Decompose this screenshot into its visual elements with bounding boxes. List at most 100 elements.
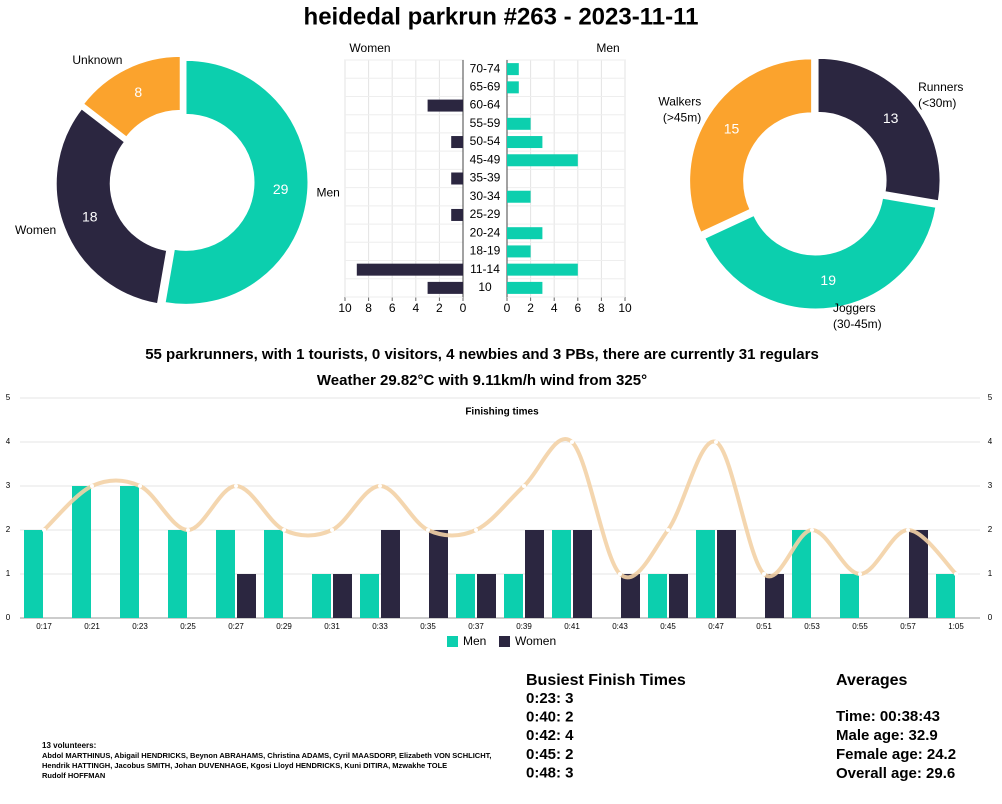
y2-tick-label: 5 bbox=[988, 393, 993, 402]
line-point bbox=[810, 528, 814, 532]
x-tick-label: 2 bbox=[436, 301, 443, 315]
x-tick-label: 0:23 bbox=[132, 622, 148, 631]
line-point bbox=[330, 528, 334, 532]
bar bbox=[936, 574, 955, 618]
age-label: 10 bbox=[478, 280, 492, 294]
x-tick-label: 4 bbox=[412, 301, 419, 315]
bar bbox=[507, 63, 519, 76]
x-tick-label: 0:27 bbox=[228, 622, 244, 631]
page-title: heidedal parkrun #263 - 2023-11-11 bbox=[304, 3, 699, 30]
series-label: Women bbox=[349, 41, 390, 55]
averages-item: Female age: 24.2 bbox=[836, 746, 956, 763]
slice-label: Unknown bbox=[72, 53, 122, 67]
age-label: 25-29 bbox=[470, 207, 501, 221]
averages-item: Male age: 32.9 bbox=[836, 727, 938, 744]
y-tick-label: 5 bbox=[6, 393, 11, 402]
line-point bbox=[618, 572, 622, 576]
age-label: 70-74 bbox=[470, 61, 501, 75]
donut-slice bbox=[82, 55, 181, 138]
bar bbox=[456, 574, 475, 618]
y2-tick-label: 3 bbox=[988, 481, 993, 490]
line-point bbox=[954, 572, 958, 576]
bar bbox=[507, 136, 543, 149]
donut-slice bbox=[55, 108, 168, 305]
bar bbox=[504, 574, 523, 618]
bar bbox=[333, 574, 352, 618]
bar bbox=[765, 574, 784, 618]
age-label: 60-64 bbox=[470, 98, 501, 112]
bar bbox=[507, 190, 531, 203]
bar bbox=[507, 81, 519, 94]
line-point bbox=[714, 440, 718, 444]
bar bbox=[312, 574, 331, 618]
line-point bbox=[906, 528, 910, 532]
slice-value: 29 bbox=[273, 181, 289, 197]
x-tick-label: 0:47 bbox=[708, 622, 724, 631]
x-tick-label: 0:41 bbox=[564, 622, 580, 631]
age-label: 35-39 bbox=[470, 171, 501, 185]
line-point bbox=[522, 484, 526, 488]
bar bbox=[451, 172, 463, 185]
bar bbox=[696, 530, 715, 618]
bar bbox=[264, 530, 283, 618]
bar bbox=[840, 574, 859, 618]
donut-slice bbox=[164, 59, 309, 305]
summary-line: Weather 29.82°C with 9.11km/h wind from … bbox=[317, 372, 647, 389]
x-tick-label: 0:57 bbox=[900, 622, 916, 631]
x-tick-label: 6 bbox=[574, 301, 581, 315]
bar bbox=[507, 263, 578, 276]
slice-value: 13 bbox=[883, 110, 899, 126]
slice-label: Men bbox=[317, 186, 340, 200]
volunteers-title: 13 volunteers: bbox=[42, 741, 96, 750]
line-point bbox=[42, 528, 46, 532]
slice-label: Runners bbox=[918, 80, 963, 94]
y2-tick-label: 1 bbox=[988, 569, 993, 578]
busiest-item: 0:45: 2 bbox=[526, 746, 574, 763]
bar bbox=[669, 574, 688, 618]
x-tick-label: 0:29 bbox=[276, 622, 292, 631]
total-line bbox=[42, 437, 958, 580]
slice-label: Joggers bbox=[833, 301, 876, 315]
age-label: 65-69 bbox=[470, 80, 501, 94]
y2-tick-label: 2 bbox=[988, 525, 993, 534]
age-label: 20-24 bbox=[470, 225, 501, 239]
y-tick-label: 0 bbox=[6, 613, 11, 622]
bar bbox=[909, 530, 928, 618]
slice-label: Walkers bbox=[658, 95, 701, 109]
line-point bbox=[570, 440, 574, 444]
slice-value: 8 bbox=[134, 84, 142, 100]
y2-tick-label: 4 bbox=[988, 437, 993, 446]
slice-label: (>45m) bbox=[663, 111, 701, 125]
x-tick-label: 0:55 bbox=[852, 622, 868, 631]
line-point bbox=[762, 572, 766, 576]
x-tick-label: 4 bbox=[551, 301, 558, 315]
x-tick-label: 8 bbox=[598, 301, 605, 315]
bar bbox=[552, 530, 571, 618]
bar bbox=[717, 530, 736, 618]
bar bbox=[360, 574, 379, 618]
donut-slice bbox=[689, 58, 813, 233]
bar bbox=[792, 530, 811, 618]
line-point bbox=[138, 484, 142, 488]
y2-tick-label: 0 bbox=[988, 613, 993, 622]
x-tick-label: 6 bbox=[389, 301, 396, 315]
x-tick-label: 2 bbox=[527, 301, 534, 315]
line-point bbox=[90, 484, 94, 488]
bar bbox=[507, 117, 531, 130]
slice-value: 19 bbox=[820, 272, 836, 288]
averages-item: Overall age: 29.6 bbox=[836, 765, 955, 782]
busiest-item: 0:40: 2 bbox=[526, 709, 574, 726]
volunteers-line: Hendrik HATTINGH, Jacobus SMITH, Johan D… bbox=[42, 761, 447, 770]
age-label: 18-19 bbox=[470, 244, 501, 258]
chart-title: Finishing times bbox=[465, 407, 539, 418]
bar bbox=[507, 154, 578, 167]
x-tick-label: 0 bbox=[504, 301, 511, 315]
bar bbox=[507, 245, 531, 258]
volunteers-line: Rudolf HOFFMAN bbox=[42, 771, 105, 780]
age-label: 45-49 bbox=[470, 152, 501, 166]
bar bbox=[237, 574, 256, 618]
bar bbox=[648, 574, 667, 618]
slice-value: 18 bbox=[82, 209, 98, 225]
x-tick-label: 0 bbox=[460, 301, 467, 315]
